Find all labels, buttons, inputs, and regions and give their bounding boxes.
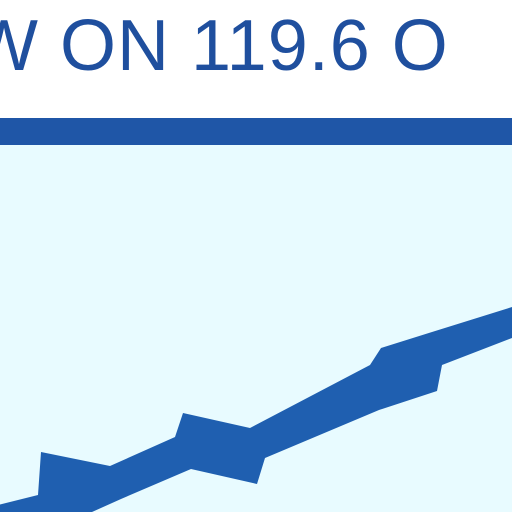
header-rule <box>0 118 512 145</box>
trend-graphic <box>0 307 512 512</box>
headline-banner: W ON 119.6 O <box>0 0 512 118</box>
stepped-trend-line <box>0 307 512 512</box>
plot-area <box>0 145 512 512</box>
headline-text: W ON 119.6 O <box>0 6 449 86</box>
